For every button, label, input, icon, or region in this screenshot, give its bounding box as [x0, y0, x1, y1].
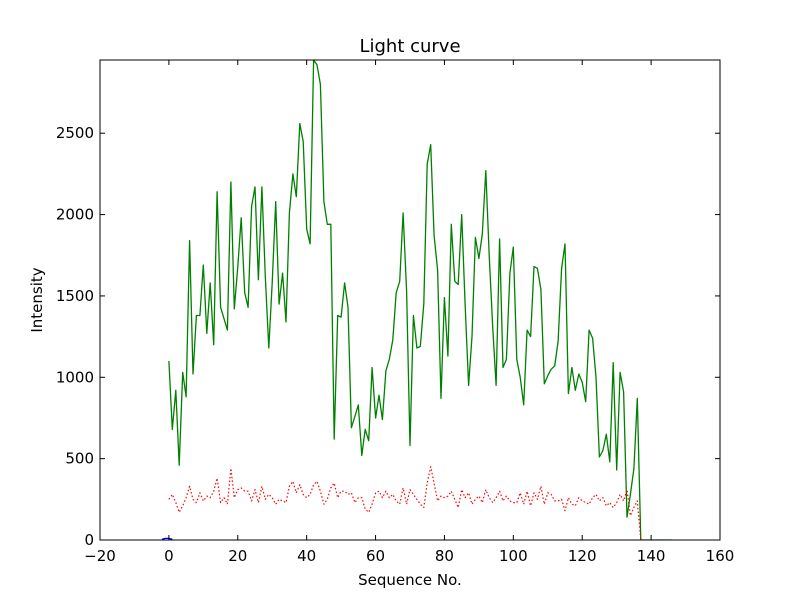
x-tick-label: 120 — [568, 547, 597, 565]
y-tick-label: 1500 — [56, 287, 94, 305]
series-line-2 — [161, 537, 173, 540]
y-tick-label: 2000 — [56, 206, 94, 224]
series-line-1 — [168, 466, 642, 540]
chart-title: Light curve — [359, 36, 460, 57]
x-tick-label: 60 — [366, 547, 385, 565]
series-layer — [161, 60, 672, 540]
x-tick-label: 160 — [706, 547, 735, 565]
x-tick-label: 100 — [499, 547, 528, 565]
y-tick-label: 2500 — [56, 124, 94, 142]
x-tick-label: 140 — [637, 547, 666, 565]
y-tick-label: 0 — [84, 531, 94, 549]
x-tick-label: −20 — [84, 547, 116, 565]
plot-frame — [99, 59, 721, 541]
y-axis-title: Intensity — [28, 267, 46, 332]
x-tick-label: 40 — [297, 547, 316, 565]
y-tick-label: 1000 — [56, 368, 94, 386]
x-tick-label: 20 — [228, 547, 247, 565]
x-axis-title: Sequence No. — [358, 571, 462, 589]
plot-area — [99, 59, 721, 541]
x-tick-label: 80 — [435, 547, 454, 565]
series-line-0 — [168, 60, 672, 540]
ticks-layer: −20 0 20 40 60 80 100 120 140 1600500100015002000… — [56, 60, 735, 565]
y-tick-label: 500 — [65, 450, 94, 468]
x-tick-label: 0 — [164, 547, 174, 565]
